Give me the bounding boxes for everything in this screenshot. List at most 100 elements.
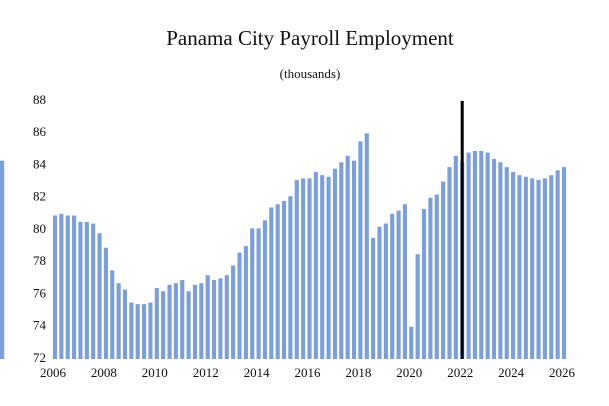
bar <box>116 283 121 359</box>
bar <box>485 152 490 359</box>
bar <box>434 194 439 359</box>
bar <box>167 284 172 359</box>
bar <box>243 246 248 359</box>
bar <box>52 215 58 359</box>
bar <box>421 209 427 359</box>
bar <box>351 160 357 359</box>
bar <box>320 175 325 359</box>
bar <box>542 178 547 359</box>
bar <box>504 167 509 359</box>
bar <box>409 326 414 359</box>
x-tick-label: 2018 <box>345 365 371 380</box>
bar <box>530 178 535 359</box>
bar <box>173 283 178 359</box>
bar <box>466 152 471 359</box>
bar <box>250 228 255 359</box>
bar <box>91 223 96 359</box>
bar <box>148 302 153 359</box>
bar <box>256 228 261 359</box>
bar <box>142 304 147 359</box>
bar <box>294 180 299 359</box>
bar <box>218 278 223 359</box>
bar <box>491 159 497 359</box>
y-tick-label: 82 <box>33 189 46 204</box>
bar <box>390 213 395 359</box>
bar <box>441 181 446 359</box>
x-tick-label: 2008 <box>91 365 117 380</box>
bar <box>383 223 388 359</box>
bar <box>135 304 140 359</box>
bar <box>186 291 191 359</box>
bar <box>447 167 452 359</box>
bar <box>281 200 287 359</box>
x-tick-label: 2010 <box>142 365 168 380</box>
bar <box>555 170 560 359</box>
x-tick-label: 2014 <box>244 365 271 380</box>
bar <box>479 150 484 359</box>
bar <box>275 204 280 359</box>
bar <box>211 279 217 359</box>
bar <box>345 155 350 359</box>
bar <box>453 155 458 359</box>
bar <box>97 233 102 359</box>
bar <box>549 175 554 359</box>
bar <box>122 289 128 359</box>
x-tick-label: 2022 <box>447 365 473 380</box>
y-tick-label: 88 <box>33 92 46 107</box>
bar <box>154 288 159 359</box>
bar <box>326 176 331 359</box>
bar <box>161 291 166 359</box>
bar <box>561 167 567 359</box>
bar <box>517 175 522 359</box>
x-tick-label: 2016 <box>295 365 322 380</box>
x-tick-label: 2026 <box>549 365 576 380</box>
chart-subtitle: (thousands) <box>280 66 341 81</box>
bar <box>288 196 293 359</box>
bar <box>224 275 229 359</box>
bar <box>377 226 382 359</box>
y-tick-label: 78 <box>33 253 46 268</box>
bar <box>180 279 185 359</box>
x-tick-label: 2012 <box>193 365 219 380</box>
bar <box>59 213 64 359</box>
bar <box>511 171 516 359</box>
bar <box>205 275 210 359</box>
bar <box>78 221 83 359</box>
chart-title: Panama City Payroll Employment <box>166 26 454 50</box>
bar <box>358 141 363 359</box>
bar <box>313 171 318 359</box>
bar <box>110 270 115 359</box>
bar <box>301 178 306 359</box>
x-tick-label: 2024 <box>498 365 525 380</box>
bar <box>129 302 134 359</box>
bar <box>307 178 312 359</box>
bar <box>396 210 401 359</box>
bar <box>472 150 477 359</box>
bar <box>231 265 236 359</box>
y-tick-label: 74 <box>33 318 47 333</box>
bar <box>415 254 420 359</box>
bar <box>199 283 204 359</box>
bar <box>339 162 344 359</box>
bar <box>523 176 528 359</box>
bar <box>364 133 369 359</box>
bar <box>402 204 408 359</box>
bar <box>371 238 376 359</box>
bar <box>72 215 77 359</box>
bar <box>332 168 338 359</box>
y-tick-label: 72 <box>33 350 46 365</box>
bar <box>536 180 541 359</box>
y-tick-label: 76 <box>33 285 47 300</box>
x-tick-label: 2020 <box>396 365 422 380</box>
bar <box>103 247 108 359</box>
bar <box>269 207 274 359</box>
bar <box>237 252 242 359</box>
bar <box>84 221 89 359</box>
bar <box>428 197 433 359</box>
bar <box>498 162 503 359</box>
y-tick-label: 80 <box>33 221 46 236</box>
bar <box>65 215 70 359</box>
bar <box>0 160 5 359</box>
y-tick-label: 84 <box>33 156 47 171</box>
